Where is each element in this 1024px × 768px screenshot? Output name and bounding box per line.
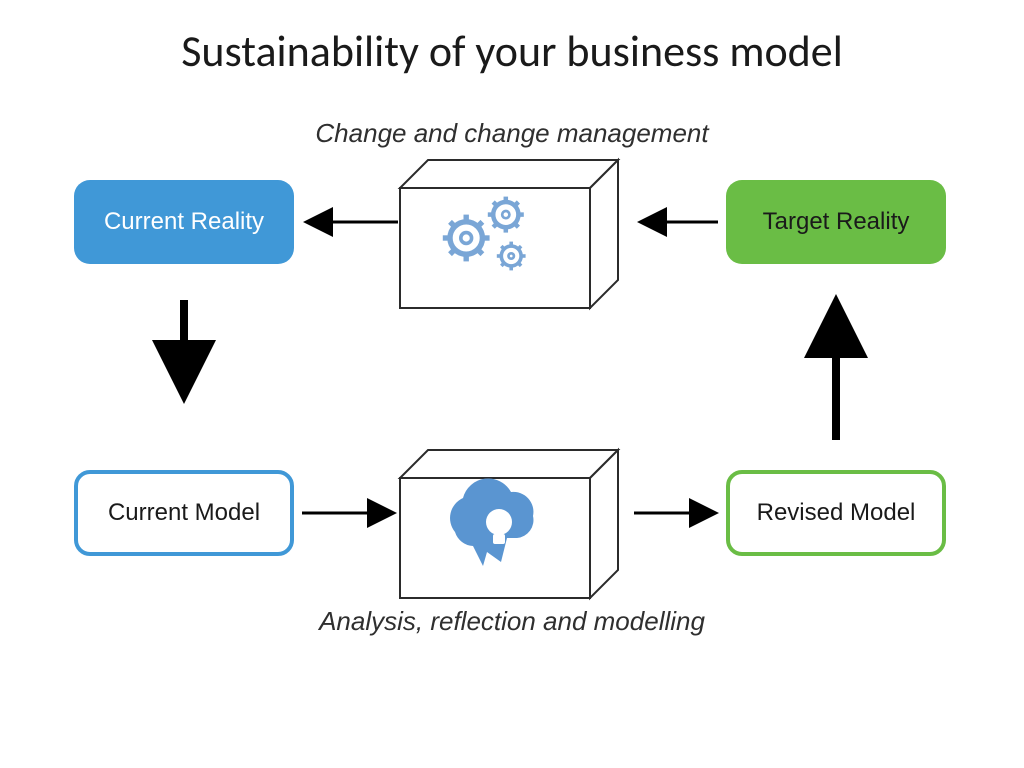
arrows-layer [0,0,1024,768]
diagram-stage: Sustainability of your business model Ch… [0,0,1024,768]
subtitle-bottom: Analysis, reflection and modelling [0,606,1024,637]
